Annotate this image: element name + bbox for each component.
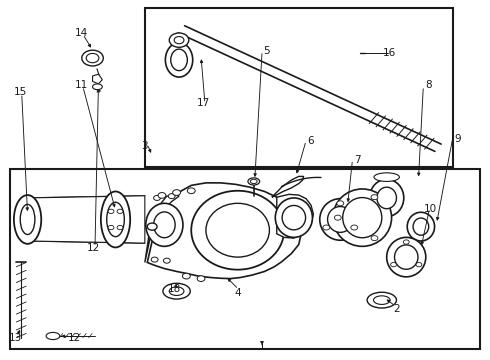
Polygon shape xyxy=(27,196,145,243)
Ellipse shape xyxy=(165,42,193,77)
Ellipse shape xyxy=(275,198,313,237)
Ellipse shape xyxy=(343,198,382,238)
Ellipse shape xyxy=(154,212,175,238)
Ellipse shape xyxy=(248,178,260,185)
Text: 15: 15 xyxy=(14,87,27,97)
Ellipse shape xyxy=(351,225,358,230)
Text: 4: 4 xyxy=(234,288,241,298)
Text: 1: 1 xyxy=(259,341,266,351)
Ellipse shape xyxy=(163,258,170,263)
Ellipse shape xyxy=(154,195,160,201)
Ellipse shape xyxy=(158,193,166,198)
Ellipse shape xyxy=(323,225,330,230)
Ellipse shape xyxy=(151,257,158,262)
Ellipse shape xyxy=(191,191,284,270)
Text: 7: 7 xyxy=(354,155,361,165)
Ellipse shape xyxy=(373,296,390,305)
Ellipse shape xyxy=(172,190,180,195)
Ellipse shape xyxy=(328,207,353,232)
Ellipse shape xyxy=(369,179,404,217)
Ellipse shape xyxy=(367,292,396,308)
Text: 13: 13 xyxy=(9,333,22,343)
Ellipse shape xyxy=(168,194,175,199)
Ellipse shape xyxy=(250,179,257,184)
Ellipse shape xyxy=(334,215,341,220)
Text: 5: 5 xyxy=(264,46,270,56)
Ellipse shape xyxy=(333,189,392,246)
Text: 12: 12 xyxy=(87,243,100,253)
Text: 16: 16 xyxy=(383,48,396,58)
Ellipse shape xyxy=(394,245,418,269)
Text: 11: 11 xyxy=(74,80,88,90)
Ellipse shape xyxy=(182,273,190,279)
Ellipse shape xyxy=(174,37,184,44)
Ellipse shape xyxy=(117,209,123,213)
Ellipse shape xyxy=(93,84,102,90)
Text: 3: 3 xyxy=(142,141,148,151)
Polygon shape xyxy=(272,176,304,197)
Ellipse shape xyxy=(282,206,306,230)
Text: 18: 18 xyxy=(168,284,181,294)
Polygon shape xyxy=(277,194,314,238)
Ellipse shape xyxy=(108,209,114,213)
Ellipse shape xyxy=(146,203,183,246)
Ellipse shape xyxy=(206,203,270,257)
Ellipse shape xyxy=(82,50,103,66)
Ellipse shape xyxy=(86,53,99,63)
Ellipse shape xyxy=(187,188,195,194)
Ellipse shape xyxy=(101,192,130,247)
Text: 6: 6 xyxy=(308,136,314,145)
Ellipse shape xyxy=(413,218,429,235)
Ellipse shape xyxy=(20,204,35,234)
Ellipse shape xyxy=(387,237,426,277)
Ellipse shape xyxy=(391,262,396,267)
Ellipse shape xyxy=(169,33,189,47)
Ellipse shape xyxy=(147,223,157,230)
Ellipse shape xyxy=(374,173,399,181)
Ellipse shape xyxy=(169,287,184,296)
Text: 14: 14 xyxy=(74,28,88,38)
Text: 17: 17 xyxy=(197,98,210,108)
Text: 12: 12 xyxy=(67,333,81,343)
Ellipse shape xyxy=(14,195,41,244)
Polygon shape xyxy=(147,183,301,279)
Ellipse shape xyxy=(403,240,409,244)
Text: 10: 10 xyxy=(424,204,437,214)
Ellipse shape xyxy=(371,236,378,241)
Bar xyxy=(10,169,480,348)
Ellipse shape xyxy=(320,199,361,240)
Ellipse shape xyxy=(407,212,435,241)
Text: 9: 9 xyxy=(454,134,461,144)
Text: 8: 8 xyxy=(425,80,432,90)
Ellipse shape xyxy=(46,332,60,339)
Text: 2: 2 xyxy=(393,304,400,314)
Ellipse shape xyxy=(171,49,187,71)
Ellipse shape xyxy=(108,225,114,230)
Polygon shape xyxy=(145,194,179,262)
Ellipse shape xyxy=(197,276,205,282)
Ellipse shape xyxy=(107,202,124,237)
Ellipse shape xyxy=(117,225,123,230)
Bar xyxy=(145,8,453,167)
Ellipse shape xyxy=(416,262,422,267)
Ellipse shape xyxy=(377,187,396,209)
Polygon shape xyxy=(93,74,102,84)
Ellipse shape xyxy=(163,283,190,299)
Ellipse shape xyxy=(337,201,343,206)
Ellipse shape xyxy=(371,195,378,200)
